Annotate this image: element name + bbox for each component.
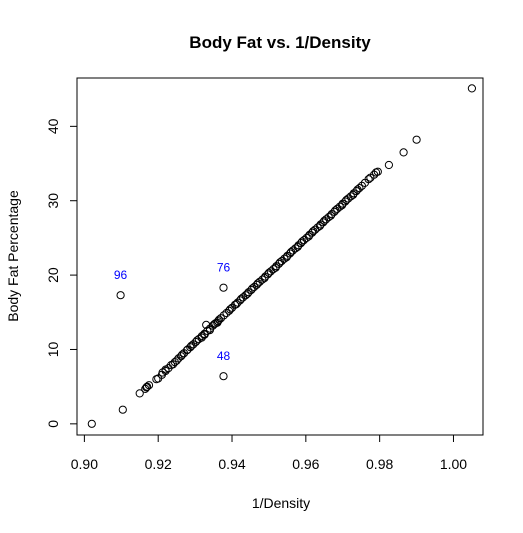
data-point: [197, 333, 206, 342]
data-point: [172, 356, 181, 365]
y-tick-label: 10: [45, 341, 61, 357]
data-point: [337, 201, 347, 210]
data-point: [253, 279, 262, 288]
x-axis-label: 1/Density: [252, 495, 310, 511]
data-point: [118, 405, 127, 414]
data-point: [260, 274, 269, 283]
x-tick-label: 0.98: [366, 456, 393, 472]
data-point: [142, 383, 151, 392]
data-point: [331, 206, 340, 215]
data-point: [225, 306, 234, 315]
x-tick-label: 0.90: [71, 456, 98, 472]
y-tick-label: 20: [45, 267, 61, 283]
data-point: [355, 184, 364, 193]
data-point: [200, 330, 209, 339]
data-point: [373, 167, 382, 176]
data-point: [205, 326, 214, 335]
x-axis: 0.90 0.92 0.94 0.96 0.98 1.00: [71, 435, 467, 472]
point-annotation: 76: [217, 261, 231, 275]
y-tick-label: 40: [45, 118, 61, 134]
data-point: [215, 315, 224, 324]
x-tick-label: 1.00: [440, 456, 467, 472]
data-point: [349, 190, 358, 199]
data-point: [135, 389, 144, 398]
data-point: [412, 135, 421, 144]
data-point: [467, 84, 476, 93]
data-point: [320, 216, 329, 225]
data-point: [192, 336, 202, 345]
data-point: [248, 284, 257, 293]
data-point: [186, 343, 195, 352]
x-tick-label: 0.96: [292, 456, 319, 472]
data-point: [309, 227, 318, 236]
data-point: [357, 181, 366, 190]
data-point: [152, 375, 161, 384]
data-point: [232, 300, 241, 309]
data-point: [144, 381, 154, 390]
data-point: [364, 175, 373, 184]
data-point: [116, 291, 125, 300]
data-point: [282, 253, 291, 262]
data-point: [264, 268, 273, 277]
data-point: [219, 311, 228, 320]
point-annotation: 96: [114, 268, 128, 282]
data-point: [243, 289, 252, 298]
data-point: [275, 258, 285, 267]
data-point: [177, 352, 186, 361]
data-point: [384, 160, 393, 170]
data-point: [187, 341, 196, 350]
y-axis: 0 10 20 30 40: [45, 118, 77, 428]
data-points: [87, 84, 476, 428]
x-tick-label: 0.94: [218, 456, 245, 472]
data-point: [178, 350, 187, 359]
annotations: 96 76 48: [114, 261, 231, 364]
data-point: [158, 368, 167, 377]
chart-title: Body Fat vs. 1/Density: [189, 33, 371, 52]
data-point: [143, 382, 152, 391]
data-point: [210, 320, 219, 329]
data-point: [287, 247, 296, 257]
y-axis-label: Body Fat Percentage: [5, 190, 21, 322]
data-point: [399, 148, 408, 157]
data-point: [208, 321, 217, 330]
data-point: [219, 283, 228, 292]
y-tick-label: 30: [45, 193, 61, 209]
x-tick-label: 0.92: [145, 456, 172, 472]
y-tick-label: 0: [45, 420, 61, 428]
data-point: [237, 294, 246, 303]
point-annotation: 48: [217, 349, 231, 363]
data-point: [315, 221, 324, 231]
data-point: [271, 263, 280, 272]
data-point: [342, 195, 351, 205]
data-point: [219, 372, 228, 381]
plot-frame: [76, 77, 484, 436]
data-point: [326, 211, 335, 220]
data-point: [87, 419, 96, 428]
data-point: [304, 232, 313, 241]
data-point: [161, 365, 170, 374]
data-point: [298, 237, 307, 246]
data-point: [226, 305, 235, 314]
data-point: [293, 242, 302, 251]
